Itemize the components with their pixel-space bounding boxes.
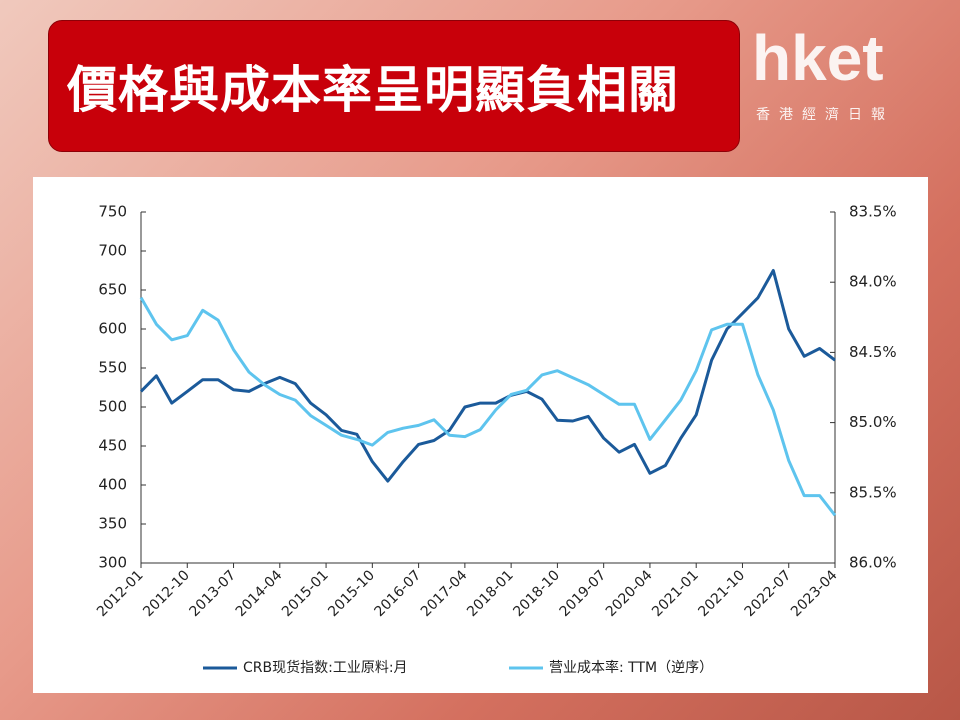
x-tick-label: 2018-01 xyxy=(464,567,517,620)
line xyxy=(139,269,836,483)
x-tick-label: 2020-04 xyxy=(603,567,656,620)
x-tick-label: 2014-04 xyxy=(233,567,286,620)
legend-label: 营业成本率: TTM（逆序） xyxy=(549,659,713,676)
y-tick-label: 400 xyxy=(98,476,127,494)
y-tick-label: 550 xyxy=(98,359,127,377)
y2-tick-label: 85.5% xyxy=(849,483,897,501)
y-tick-label: 350 xyxy=(98,515,127,533)
y2-tick-label: 84.5% xyxy=(849,343,897,361)
chart: 300 350 400 450 500 550 600 650 700 750 86.0% 85.5%… xyxy=(94,203,897,677)
x-tick-label: 2012-10 xyxy=(140,567,193,620)
y-tick-label: 300 xyxy=(98,554,127,572)
x-tick-label: 2015-01 xyxy=(279,567,332,620)
y-tick-label: 600 xyxy=(98,320,127,338)
title: 價格與成本率呈明顯負相關 xyxy=(48,20,740,152)
logo-subtitle: 香港經濟日報 xyxy=(756,107,894,123)
x-tick-label: 2021-10 xyxy=(695,567,748,620)
y2-tick-label: 85.0% xyxy=(849,413,897,431)
logo: hket xyxy=(752,22,884,94)
y-tick-label: 650 xyxy=(98,281,127,299)
x-tick-label: 2017-04 xyxy=(418,567,471,620)
legend-label: CRB现货指数:工业原料:月 xyxy=(243,659,408,676)
chart-panel xyxy=(33,177,928,693)
x-tick-label: 2015-10 xyxy=(325,567,378,620)
x-tick-label: 2012-01 xyxy=(94,567,147,620)
x-tick-label: 2016-07 xyxy=(372,567,425,620)
y2-tick-label: 83.5% xyxy=(849,203,897,221)
x-tick-label: 2013-07 xyxy=(187,567,240,620)
y-tick-label: 450 xyxy=(98,437,127,455)
y2-tick-label: 86.0% xyxy=(849,554,897,572)
y-tick-label: 750 xyxy=(98,203,127,221)
x-tick-label: 2018-10 xyxy=(510,567,563,620)
y2-tick-label: 84.0% xyxy=(849,273,897,291)
y-tick-label: 700 xyxy=(98,242,127,260)
x-tick-label: 2023-04 xyxy=(788,567,841,620)
x-tick-label: 2022-07 xyxy=(742,567,795,620)
x-tick-label: 2019-07 xyxy=(557,567,610,620)
line xyxy=(139,296,837,517)
y-tick-label: 500 xyxy=(98,398,127,416)
x-tick-label: 2021-01 xyxy=(649,567,702,620)
